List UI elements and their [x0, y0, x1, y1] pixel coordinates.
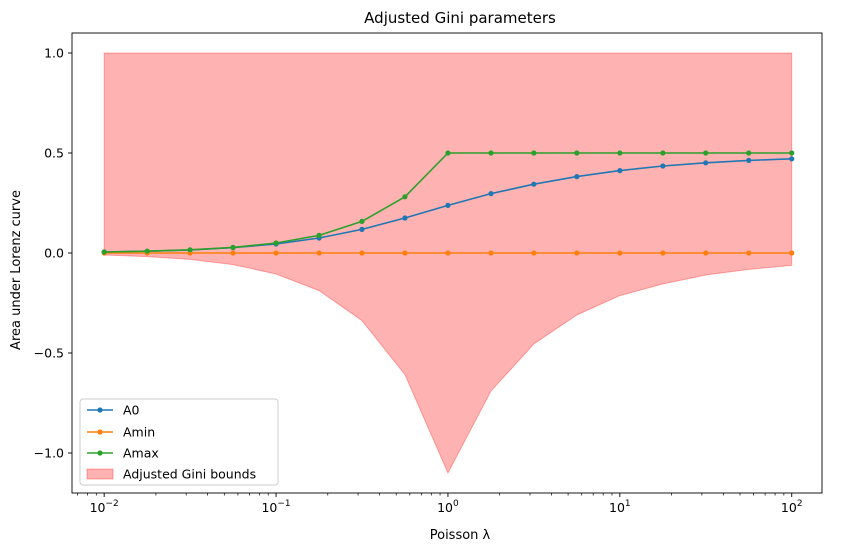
- x-tick-label: 10−2: [90, 499, 119, 515]
- data-point-amin: [703, 250, 709, 256]
- x-tick-label: 102: [781, 499, 803, 515]
- data-point-amin: [273, 250, 279, 256]
- data-point-amin: [488, 250, 494, 256]
- data-point-amin: [789, 250, 795, 256]
- data-point-a0: [703, 160, 709, 166]
- data-point-amax: [273, 240, 279, 246]
- axes-frame: [71, 32, 823, 494]
- data-point-amax: [316, 232, 322, 238]
- data-point-amax: [230, 244, 236, 250]
- data-point-a0: [359, 226, 365, 232]
- data-point-a0: [660, 163, 666, 169]
- legend-marker-a0: [97, 407, 103, 413]
- data-point-amax: [445, 150, 451, 156]
- y-tick-label: 0.5: [44, 146, 64, 161]
- x-tick-label: 101: [609, 499, 631, 515]
- data-point-amax: [488, 150, 494, 156]
- data-point-a0: [789, 156, 795, 162]
- y-tick-label: −0.5: [34, 346, 64, 361]
- data-point-a0: [445, 202, 451, 208]
- data-point-a0: [488, 191, 494, 197]
- y-tick-label: −1.0: [34, 446, 64, 461]
- legend-label-amax: Amax: [123, 446, 159, 461]
- legend-box: [79, 398, 279, 486]
- data-point-amax: [531, 150, 537, 156]
- legend: A0 Amin Amax Adjusted Gini bounds: [79, 398, 279, 486]
- data-point-amax: [402, 194, 408, 200]
- data-point-amin: [746, 250, 752, 256]
- chart-title: Adjusted Gini parameters: [364, 9, 556, 27]
- x-tick-label: 10−1: [261, 499, 290, 515]
- data-point-a0: [402, 215, 408, 221]
- data-point-amax: [574, 150, 580, 156]
- data-point-amax: [359, 218, 365, 224]
- data-point-amin: [316, 250, 322, 256]
- legend-label-amin: Amin: [123, 425, 155, 440]
- data-point-amax: [660, 150, 666, 156]
- data-point-amin: [617, 250, 623, 256]
- data-point-amax: [703, 150, 709, 156]
- data-point-amax: [746, 150, 752, 156]
- data-point-a0: [574, 174, 580, 180]
- data-point-amax: [789, 150, 795, 156]
- data-point-amin: [359, 250, 365, 256]
- data-point-amin: [660, 250, 666, 256]
- data-point-amax: [144, 248, 150, 254]
- data-point-amin: [574, 250, 580, 256]
- y-tick-label: 1.0: [44, 46, 64, 61]
- data-point-amin: [230, 250, 236, 256]
- legend-label-a0: A0: [123, 403, 140, 418]
- y-axis-label: Area under Lorenz curve: [9, 190, 24, 350]
- data-point-a0: [617, 168, 623, 174]
- x-axis-label: Poisson λ: [430, 528, 491, 543]
- plot-area: [101, 52, 795, 475]
- data-point-amax: [101, 249, 107, 255]
- data-point-amax: [187, 247, 193, 253]
- legend-marker-amin: [97, 429, 103, 435]
- data-point-a0: [746, 157, 752, 163]
- data-point-amin: [445, 250, 451, 256]
- legend-marker-amax: [97, 450, 103, 456]
- data-point-a0: [531, 181, 537, 187]
- data-point-amin: [531, 250, 537, 256]
- data-point-amin: [402, 250, 408, 256]
- legend-label-bounds: Adjusted Gini bounds: [123, 467, 256, 482]
- y-tick-label: 0.0: [44, 246, 64, 261]
- data-point-amax: [617, 150, 623, 156]
- axes: 1.0 0.5 0.0 −0.5 −1.0 10−2 10−1 100 101 102: [34, 32, 823, 515]
- x-tick-label: 100: [437, 499, 459, 515]
- bounds-band: [103, 52, 793, 475]
- legend-swatch-bounds: [86, 468, 114, 480]
